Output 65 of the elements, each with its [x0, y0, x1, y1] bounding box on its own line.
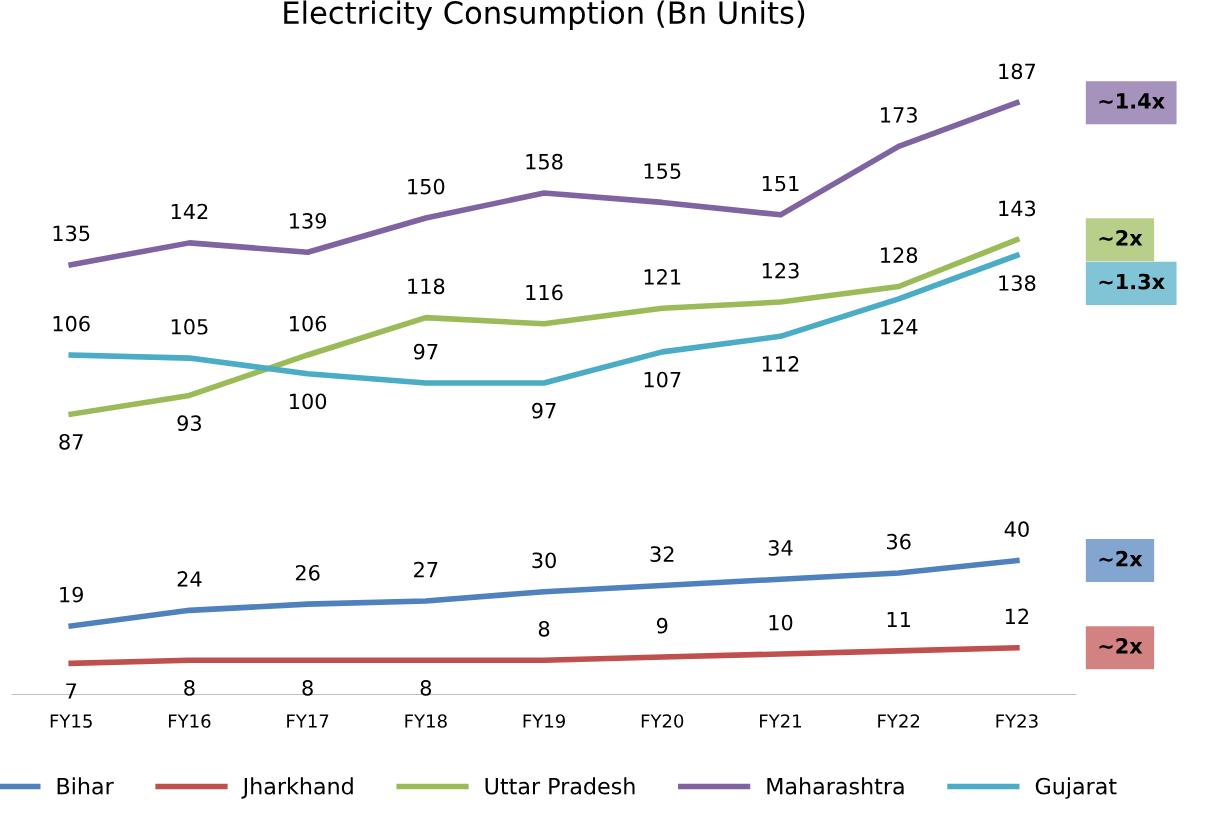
data-label: 142	[171, 203, 208, 220]
data-label: 100	[290, 393, 327, 410]
text: ~1.4x	[1099, 93, 1165, 109]
data-label: 24	[177, 571, 202, 587]
data-label: 19	[60, 586, 83, 603]
x-tick-label: FY23	[996, 714, 1038, 728]
x-tick-label: FY19	[523, 714, 565, 728]
data-label: 40	[1004, 521, 1029, 538]
legend-label: Jharkhand	[241, 777, 353, 799]
data-label: 187	[999, 63, 1035, 80]
data-label: 112	[762, 356, 799, 372]
data-label: 123	[762, 262, 799, 279]
data-label: 10	[769, 614, 793, 631]
data-label: 105	[171, 318, 208, 335]
data-label: 8	[420, 680, 432, 696]
data-label: 151	[762, 175, 799, 192]
legend-label: Gujarat	[1035, 777, 1117, 799]
data-label: 143	[999, 200, 1036, 217]
data-label: 27	[414, 561, 438, 578]
x-tick-label: FY21	[760, 714, 802, 728]
data-label: 32	[650, 546, 674, 562]
data-label: 138	[999, 275, 1036, 291]
data-label: 12	[1005, 608, 1029, 624]
text: ~2x	[1099, 550, 1143, 567]
data-label: 97	[532, 402, 556, 419]
data-label: 34	[768, 539, 793, 556]
chart-title: Electricity Consumption (Bn Units)	[284, 0, 805, 31]
data-label: 107	[644, 371, 681, 388]
x-tick-label: FY17	[287, 714, 329, 728]
x-tick-label: FY15	[50, 714, 92, 728]
legend-label: Maharashtra	[767, 777, 904, 795]
data-label: 93	[177, 415, 201, 432]
data-label: 26	[295, 564, 320, 581]
data-label: 118	[408, 278, 445, 295]
data-label: 158	[526, 153, 563, 170]
data-label: 8	[538, 620, 550, 637]
data-label: 155	[644, 163, 681, 179]
text: ~2x	[1099, 230, 1143, 246]
data-label: 121	[644, 269, 681, 285]
x-tick-label: FY16	[168, 714, 211, 728]
data-label: 173	[881, 107, 917, 123]
x-tick-label: FY20	[641, 714, 684, 728]
data-label: 135	[53, 225, 90, 242]
data-label: 87	[59, 433, 83, 450]
data-label: 106	[53, 315, 90, 332]
data-label: 30	[532, 552, 556, 569]
data-label: 97	[413, 343, 438, 360]
data-label: 124	[881, 318, 918, 335]
text: ~2x	[1099, 638, 1143, 654]
legend-label: Bihar	[57, 777, 114, 795]
x-tick-label: FY18	[405, 714, 447, 728]
data-label: 36	[887, 533, 911, 550]
data-label: 116	[526, 284, 563, 301]
data-label: 106	[290, 315, 327, 332]
text: ~1.3x	[1099, 273, 1165, 290]
data-label: 7	[66, 683, 77, 699]
data-label: 150	[408, 178, 445, 195]
x-tick-label: FY22	[878, 714, 920, 728]
data-label: 11	[887, 611, 911, 628]
legend-label: Uttar Pradesh	[485, 777, 635, 795]
data-label: 8	[302, 680, 313, 696]
data-label: 128	[881, 247, 918, 263]
data-label: 9	[656, 617, 668, 634]
data-label: 139	[290, 212, 327, 229]
data-label: 8	[184, 680, 195, 696]
